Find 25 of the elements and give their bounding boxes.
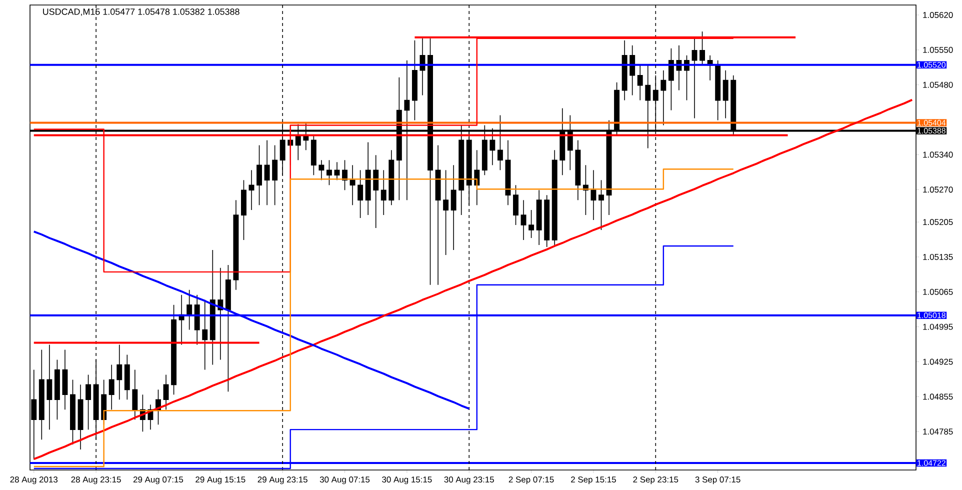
x-tick-label: 30 Aug 07:15 <box>320 476 370 484</box>
chart-title: USDCAD,M15 1.05477 1.05478 1.05382 1.05388 <box>43 8 240 16</box>
x-tick-label: 29 Aug 23:15 <box>258 476 308 484</box>
x-tick-label: 28 Aug 2013 <box>10 476 58 484</box>
x-tick-label: 28 Aug 23:15 <box>71 476 121 484</box>
y-tick-label: 1.05550 <box>923 46 953 53</box>
x-tick-label: 29 Aug 15:15 <box>196 476 246 484</box>
y-tick-label: 1.04855 <box>923 394 953 400</box>
x-tick-label: 2 Sep 15:15 <box>571 476 616 484</box>
y-tick-label: 1.04785 <box>923 428 953 435</box>
y-tick-label: 1.05270 <box>923 186 953 193</box>
y-tick-label: 1.05135 <box>923 254 953 260</box>
x-tick-label: 30 Aug 15:15 <box>382 476 432 484</box>
x-tick-label: 2 Sep 07:15 <box>508 476 554 484</box>
y-tick-label: 1.05205 <box>923 219 953 226</box>
x-tick-label: 29 Aug 07:15 <box>133 476 184 484</box>
x-tick-label: 30 Aug 23:15 <box>444 476 494 484</box>
y-tick-label: 1.04995 <box>923 324 953 330</box>
y-tick-label: 1.05340 <box>923 152 953 158</box>
y-tick-label: 1.05620 <box>923 12 953 18</box>
y-tick-label: 1.05065 <box>923 288 953 295</box>
x-tick-label: 3 Sep 07:15 <box>695 476 740 484</box>
y-tick-label: 1.05480 <box>923 82 953 88</box>
y-tick-label: 1.04925 <box>923 358 953 365</box>
x-tick-label: 2 Sep 23:15 <box>633 476 678 484</box>
